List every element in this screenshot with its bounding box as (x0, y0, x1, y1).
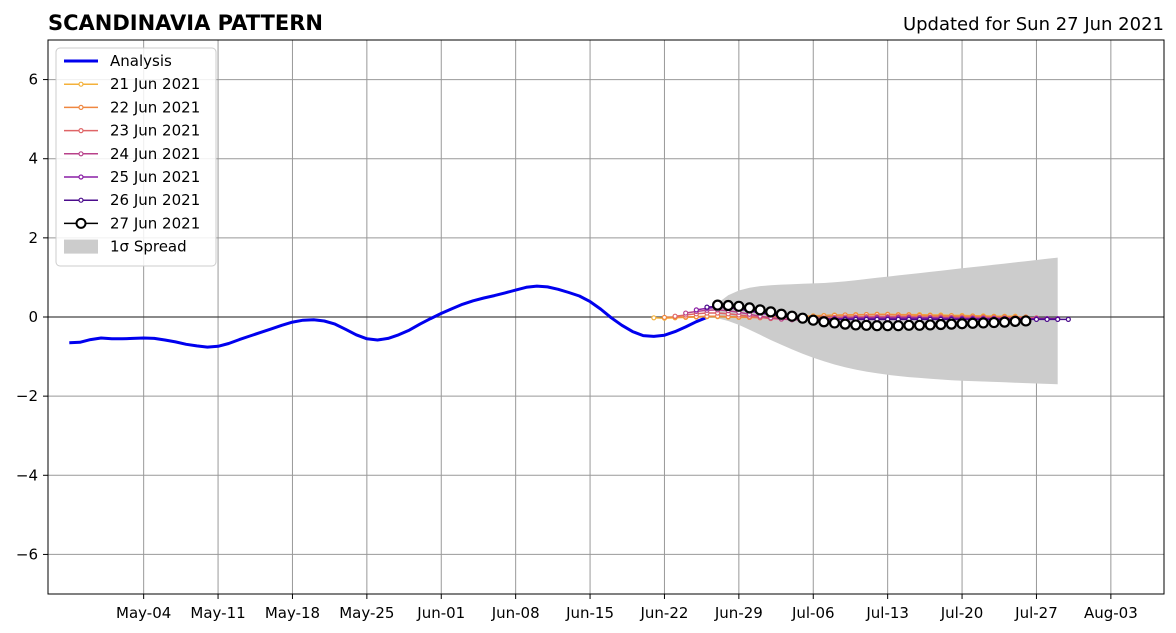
legend-marker (78, 197, 84, 203)
legend-box (55, 47, 217, 267)
forecast-point (1020, 315, 1032, 327)
legend-item-forecast: 25 Jun 2021 (64, 168, 200, 186)
x-tick-label: Jul-27 (1014, 604, 1058, 622)
forecast-point (672, 313, 678, 319)
legend-label: 26 Jun 2021 (110, 191, 200, 209)
forecast-point (871, 320, 883, 332)
forecast-point (661, 314, 668, 320)
legend-label: 23 Jun 2021 (110, 122, 200, 140)
chart-title: SCANDINAVIA PATTERN (48, 11, 323, 35)
x-tick-label: Jul-13 (865, 604, 909, 622)
legend-marker (78, 174, 84, 180)
legend-marker (78, 81, 84, 87)
forecast-point (1044, 316, 1050, 322)
forecast-point (754, 304, 766, 316)
x-tick-label: May-04 (116, 604, 171, 622)
legend-item-forecast: 26 Jun 2021 (64, 191, 200, 209)
forecast-point (765, 306, 777, 318)
plot-area (47, 39, 1165, 595)
legend-marker (75, 217, 87, 229)
y-axis: 6 4 2 0 −2 −4 −6 (16, 71, 48, 563)
forecast-point (892, 320, 904, 332)
x-tick-label: Jun-29 (714, 604, 763, 622)
forecast-point (988, 316, 1000, 329)
forecast-point (711, 299, 724, 311)
forecast-point (1009, 315, 1021, 327)
forecast-point (693, 307, 699, 313)
legend-label: 21 Jun 2021 (110, 75, 200, 93)
forecast-point (860, 319, 873, 331)
forecast-point (998, 316, 1011, 328)
forecast-point (1065, 316, 1071, 322)
x-tick-label: Aug-03 (1084, 604, 1138, 622)
x-tick-label: Jun-08 (491, 604, 540, 622)
legend-item-forecast: 22 Jun 2021 (64, 98, 200, 116)
analysis-line (69, 284, 708, 349)
forecast-point (828, 317, 841, 329)
forecast-point (839, 318, 851, 330)
forecast-point (1055, 316, 1061, 322)
legend-label: 25 Jun 2021 (110, 168, 200, 186)
forecast-point (924, 319, 936, 331)
y-tick-label: −6 (16, 545, 38, 563)
forecast-point (903, 319, 915, 331)
forecast-point (818, 316, 830, 328)
forecast-point (807, 314, 819, 326)
legend-item-forecast: 24 Jun 2021 (64, 145, 200, 163)
x-tick-label: Jul-06 (791, 604, 835, 622)
legend-label: 22 Jun 2021 (110, 98, 200, 116)
forecast-point (797, 312, 809, 324)
legend-label: 1σ Spread (110, 238, 187, 256)
legend-item-forecast: 27 Jun 2021 (64, 214, 200, 232)
x-tick-label: May-25 (339, 604, 394, 622)
forecast-point (733, 300, 745, 312)
legend-marker (78, 104, 84, 111)
forecast-point (850, 319, 862, 331)
y-tick-label: 0 (28, 308, 38, 326)
forecast-point (945, 318, 958, 330)
forecast-point (743, 302, 756, 314)
y-tick-label: 2 (28, 229, 38, 247)
legend-item-analysis: Analysis (64, 52, 172, 70)
forecast-point (913, 319, 926, 331)
legend-swatch (64, 239, 98, 254)
chart-subtitle: Updated for Sun 27 Jun 2021 (903, 14, 1164, 35)
forecast-point (651, 315, 657, 321)
forecast-point (786, 310, 798, 322)
forecast-point (704, 304, 710, 310)
forecast-point (967, 317, 979, 329)
forecast-point (775, 308, 787, 320)
x-tick-label: Jun-01 (416, 604, 465, 622)
y-tick-label: −4 (16, 466, 38, 484)
forecast-7 (711, 299, 1032, 332)
analysis-series (69, 284, 708, 349)
legend-item-spread: 1σ Spread (64, 238, 187, 256)
x-tick-label: May-11 (190, 604, 245, 622)
legend-label: 27 Jun 2021 (110, 214, 200, 232)
legend-label: 24 Jun 2021 (110, 145, 200, 163)
forecast-point (882, 320, 894, 332)
legend-label: Analysis (110, 52, 172, 70)
legend: Analysis 21 Jun 2021 22 Jun 2021 23 Jun 202… (55, 47, 217, 267)
legend-marker (78, 151, 84, 157)
forecast-point (1033, 316, 1040, 322)
legend-item-forecast: 21 Jun 2021 (64, 75, 200, 93)
legend-item-forecast: 23 Jun 2021 (64, 122, 200, 140)
forecast-point (722, 299, 734, 312)
forecast-point (683, 310, 689, 316)
forecast-point (935, 318, 947, 331)
x-tick-label: Jun-15 (565, 604, 614, 622)
legend-marker (78, 128, 84, 134)
x-tick-label: Jun-22 (639, 604, 688, 622)
forecast-series (651, 299, 1071, 332)
forecast-point (977, 317, 989, 329)
x-tick-label: May-18 (265, 604, 320, 622)
y-tick-label: −2 (16, 387, 38, 405)
y-tick-label: 6 (28, 71, 38, 89)
y-tick-label: 4 (28, 150, 38, 168)
x-axis: May-04 May-11 May-18 May-25 Jun-01 Jun-08 Jun-… (116, 594, 1138, 622)
forecast-point (956, 318, 968, 330)
x-tick-label: Jul-20 (940, 604, 984, 622)
